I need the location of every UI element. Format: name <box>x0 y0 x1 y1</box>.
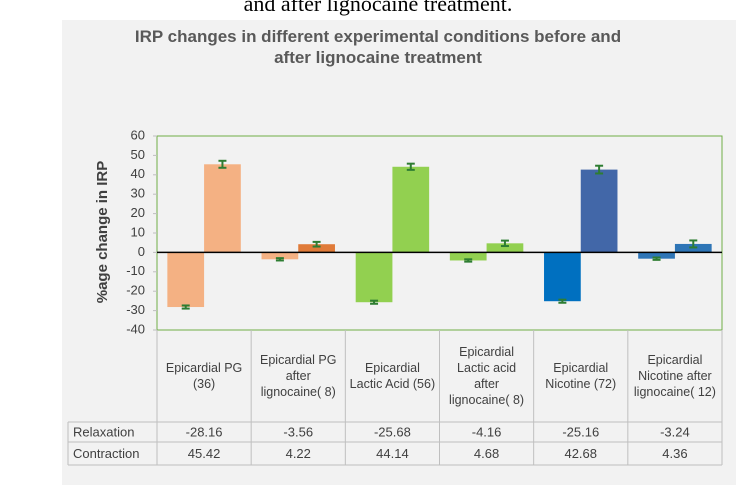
error-bar <box>370 299 379 305</box>
category-cell: Epicardial PG after lignocaine( 8) <box>260 353 337 399</box>
y-tick-label: 20 <box>131 205 145 220</box>
table-value: -3.56 <box>283 424 313 439</box>
table-value: -28.16 <box>186 424 223 439</box>
error-bar <box>464 258 473 263</box>
title-box: IRP changes in different experimental co… <box>134 27 622 67</box>
category-label: Epicardial PG after lignocaine( 8) <box>260 353 337 399</box>
category-label: Epicardial Nicotine after lignocaine( 12… <box>633 353 716 399</box>
bar <box>298 244 335 253</box>
y-tick-label: -40 <box>126 321 145 336</box>
category-label: Epicardial PG (36) <box>165 361 243 391</box>
category-cell: Epicardial Lactic Acid (56) <box>349 361 436 391</box>
bar <box>167 252 205 308</box>
table-value: -25.68 <box>374 424 411 439</box>
category-label: Epicardial Nicotine (72) <box>545 361 617 391</box>
table-value: -4.16 <box>472 424 502 439</box>
y-tick-label: 50 <box>131 147 145 162</box>
y-tick-label: -10 <box>126 263 145 278</box>
chart-title: IRP changes in different experimental co… <box>134 27 622 67</box>
bar <box>638 252 675 259</box>
error-bar <box>218 159 227 169</box>
y-tick-label: 60 <box>131 127 145 142</box>
bar <box>544 252 581 302</box>
table-value: -25.16 <box>562 424 599 439</box>
y-tick-label: 40 <box>131 166 145 181</box>
table-value: 42.68 <box>564 446 597 461</box>
y-tick-label: -20 <box>126 283 145 298</box>
error-bar <box>500 239 509 248</box>
table-value: 4.68 <box>474 446 499 461</box>
error-bar <box>312 240 321 248</box>
bar <box>392 166 430 253</box>
bar <box>486 243 524 253</box>
error-bar <box>689 239 698 249</box>
category-cell: Epicardial Nicotine after lignocaine( 12… <box>633 353 716 399</box>
y-tick-label: -30 <box>126 302 145 317</box>
bar <box>355 252 393 303</box>
bar <box>580 169 618 253</box>
category-cell: Epicardial Nicotine (72) <box>545 361 617 391</box>
row-header: Contraction <box>73 446 139 461</box>
error-bar <box>406 162 415 171</box>
category-label: Epicardial Lactic acid after lignocaine(… <box>449 345 525 407</box>
category-label: Epicardial Lactic Acid (56) <box>349 361 436 391</box>
row-header: Relaxation <box>73 424 134 439</box>
category-cell: Epicardial Lactic acid after lignocaine(… <box>449 345 525 407</box>
category-cell: Epicardial PG (36) <box>165 361 243 391</box>
y-axis-label: %age change in IRP <box>94 161 111 304</box>
caption: and after lignocaine treatment. <box>244 0 513 16</box>
error-bar <box>558 298 567 304</box>
table-value: 45.42 <box>188 446 221 461</box>
table-value: 4.22 <box>286 446 311 461</box>
error-bar <box>275 257 284 262</box>
table-value: 4.36 <box>662 446 687 461</box>
y-tick-label: 10 <box>131 224 145 239</box>
bar <box>204 164 241 253</box>
y-tick-label: 0 <box>138 244 145 259</box>
bar <box>261 252 299 260</box>
y-tick-label: 30 <box>131 186 145 201</box>
error-bar <box>181 304 190 310</box>
bar <box>449 252 487 261</box>
table-value: 44.14 <box>376 446 409 461</box>
error-bar <box>595 164 604 175</box>
error-bar <box>652 256 661 261</box>
table-value: -3.24 <box>660 424 690 439</box>
